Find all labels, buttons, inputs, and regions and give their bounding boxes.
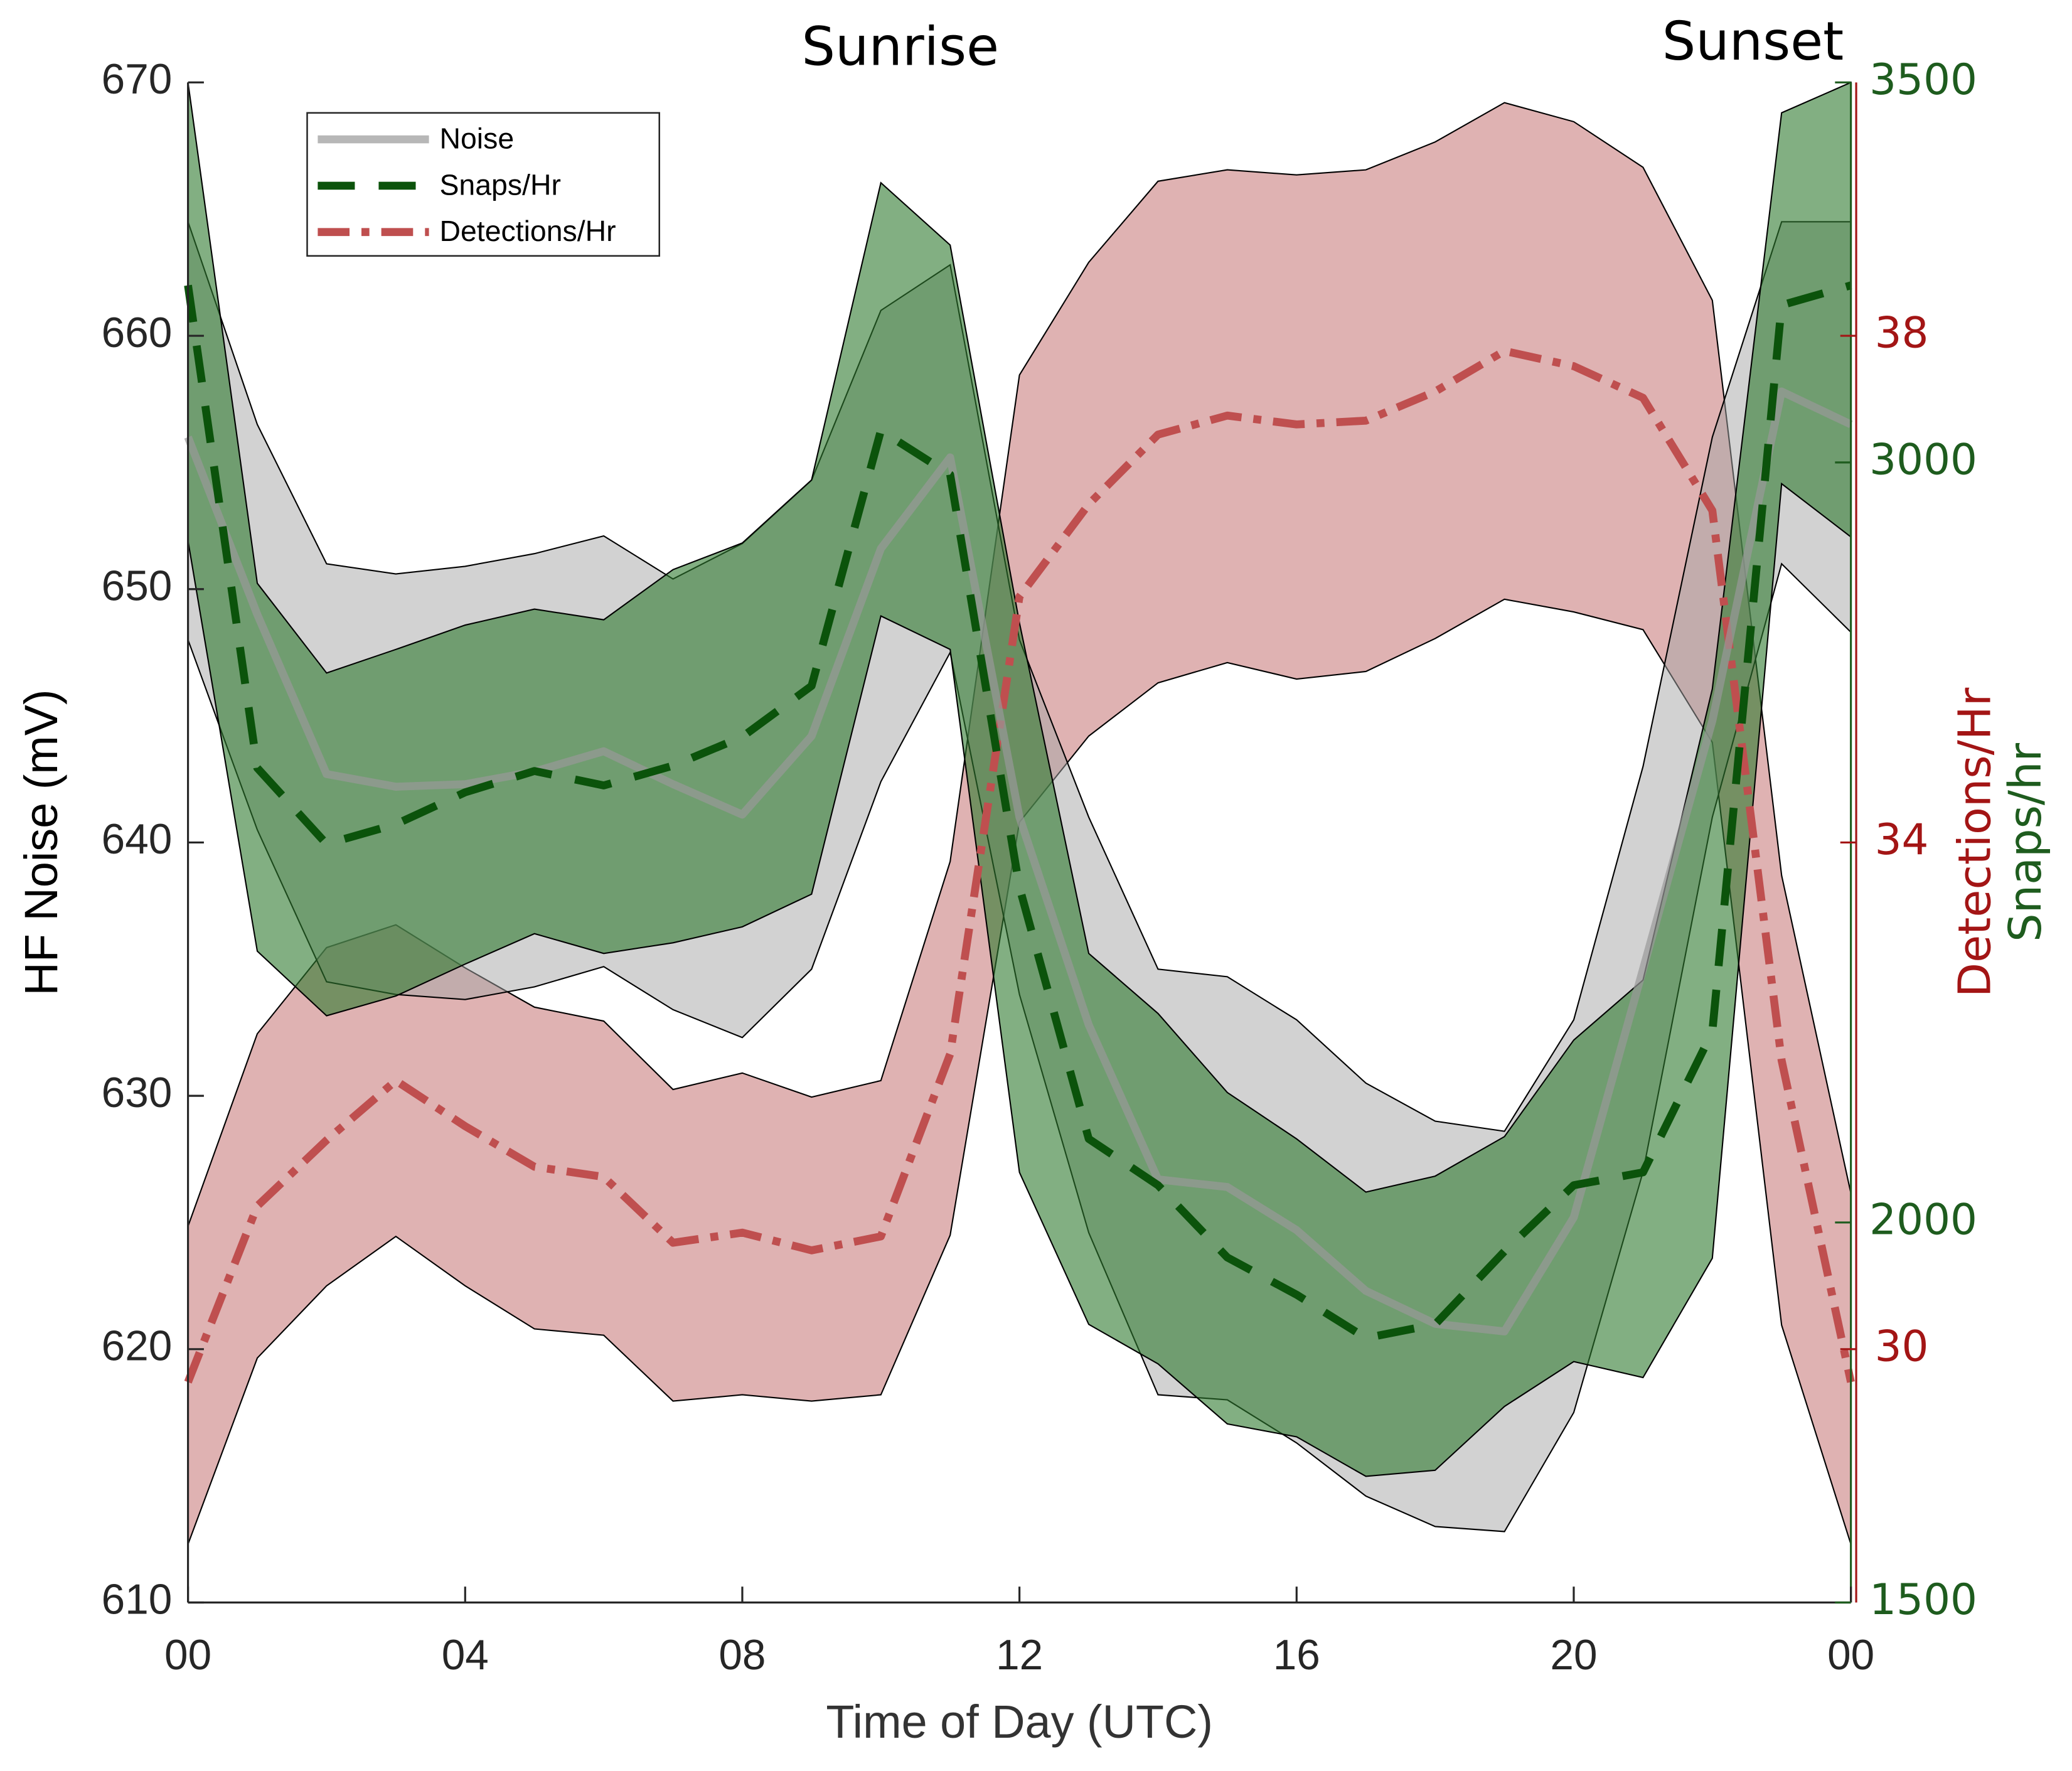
- legend-label: Noise: [439, 122, 514, 154]
- x-axis-label: Time of Day (UTC): [826, 1696, 1213, 1748]
- axes: 00 04 08 12 16 20 0061062063064065066067015002…: [102, 55, 1977, 1679]
- x-tick-label: 00: [1827, 1632, 1874, 1679]
- y2-tick-label: 3000: [1869, 434, 1977, 484]
- y-tick-label: 670: [102, 56, 173, 103]
- legend-label: Detections/Hr: [439, 215, 616, 247]
- y-tick-label: 630: [102, 1069, 173, 1116]
- y2-tick-label: 1500: [1869, 1575, 1977, 1624]
- y-tick-label: 660: [102, 309, 173, 356]
- series-line: [184, 346, 1855, 1384]
- y-tick-label: 640: [102, 816, 173, 863]
- annotation: Sunrise: [801, 16, 999, 78]
- y2-tick-label: 3500: [1869, 55, 1977, 104]
- y-tick-label: 620: [102, 1323, 173, 1370]
- lines: [184, 281, 1855, 1384]
- x-tick-label: 20: [1550, 1632, 1597, 1679]
- y3-tick-label: 30: [1875, 1321, 1929, 1371]
- series-line: [184, 387, 1853, 1335]
- y2-axis-label: Snaps/hr: [1999, 742, 2051, 941]
- x-tick-label: 16: [1273, 1632, 1320, 1679]
- x-tick-label: 00: [164, 1632, 211, 1679]
- series-line: [184, 281, 1852, 1342]
- legend: Noise Snaps/Hr Detections/Hr: [306, 112, 660, 257]
- annotation: Sunset: [1662, 11, 1844, 72]
- x-tick-label: 04: [442, 1632, 489, 1679]
- y3-tick-label: 34: [1875, 815, 1929, 864]
- y3-axis-label: Detections/Hr: [1948, 687, 2001, 997]
- x-tick-label: 08: [718, 1632, 766, 1679]
- y2-tick-label: 2000: [1869, 1195, 1977, 1244]
- y-tick-label: 610: [102, 1576, 173, 1623]
- x-tick-label: 12: [996, 1632, 1043, 1679]
- y3-tick-label: 38: [1875, 308, 1929, 358]
- y-axis-label: HF Noise (mV): [15, 689, 67, 995]
- legend-label: Snaps/Hr: [439, 168, 560, 201]
- y-tick-label: 650: [102, 563, 173, 610]
